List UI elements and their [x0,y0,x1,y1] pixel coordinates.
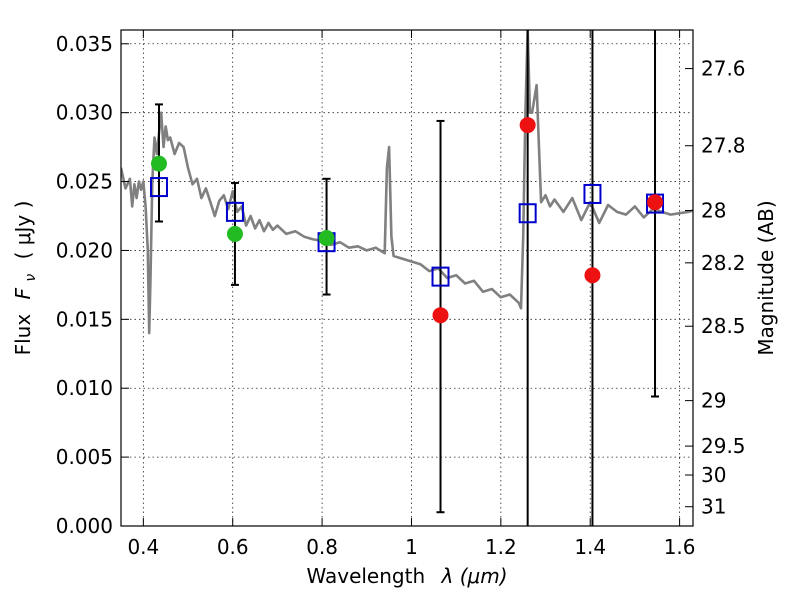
y-tick-label: 0.005 [56,445,113,469]
grid [121,30,693,527]
y-axis-label-text: Flux [11,314,35,356]
right-tick-label: 27.8 [701,134,746,158]
y-tick-label: 0.020 [56,238,113,262]
right-tick-label: 28.2 [701,251,746,275]
x-tick-label: 0.6 [217,535,249,559]
y-axis-label-sub: ν [23,274,39,282]
observed-flux-point [150,155,167,172]
y-axis-label: Flux F ν ( μJy ) [11,201,40,356]
plot-frame [120,29,694,527]
x-axis-label: Wavelength λ (μm) [306,564,507,588]
observed-flux-point [647,194,664,211]
right-axis-label: Magnitude (AB) [754,200,778,355]
x-tick-label: 1.2 [485,535,517,559]
x-tick-label: 1.6 [664,535,696,559]
model-flux-square [225,201,244,222]
y-tick-label: 0.030 [56,101,113,125]
model-flux-square [149,177,168,198]
x-tick-label: 1 [405,535,418,559]
template-spectrum-line [121,30,693,335]
right-tick-label: 29 [701,389,726,413]
right-tick-label: 27.6 [701,57,746,81]
ticks: 0.4 0.6 0.8 1 1.2 1.4 1.6 0.000 0.005 0.010 0.015 0… [56,30,746,559]
observed-flux-point [318,230,335,247]
x-axis-label-text: Wavelength [306,564,425,588]
observed-flux-point [432,307,449,324]
series-layer [121,30,693,526]
y-axis-label-unit: ( μJy ) [11,201,35,260]
observed-flux-point [226,225,243,242]
y-axis-label-math: F [11,287,35,299]
observed-flux-point [584,267,601,284]
y-tick-label: 0.025 [56,170,113,194]
model-flux-square [431,266,450,287]
observed-flux-point [519,117,536,134]
y-tick-label: 0.010 [56,376,113,400]
right-tick-label: 28.5 [701,314,746,338]
model-flux-square [583,183,602,204]
x-tick-label: 0.4 [127,535,159,559]
x-tick-label: 0.8 [306,535,338,559]
right-tick-label: 30 [701,463,726,487]
right-tick-label: 29.5 [701,434,746,458]
model-flux-square [518,203,537,224]
x-axis-label-math: λ (μm) [441,564,508,588]
y-tick-label: 0.000 [56,514,113,538]
x-tick-label: 1.4 [574,535,606,559]
right-tick-label: 28 [701,198,726,222]
right-tick-label: 31 [701,495,726,519]
y-tick-label: 0.035 [56,32,113,56]
y-tick-label: 0.015 [56,307,113,331]
